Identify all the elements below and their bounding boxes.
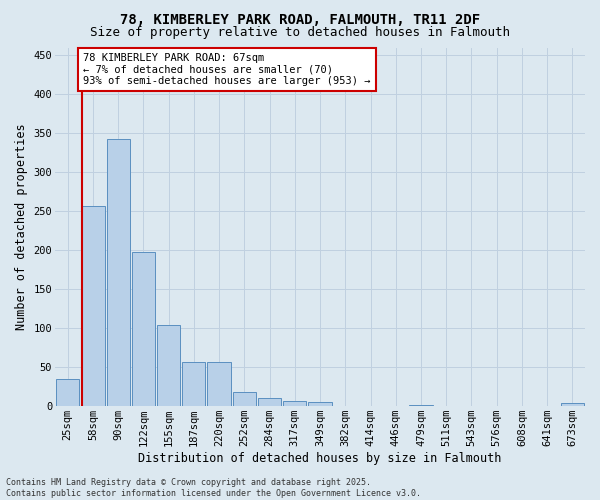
Bar bbox=[208, 362, 231, 406]
Bar bbox=[283, 400, 307, 406]
Bar bbox=[82, 206, 104, 406]
Bar bbox=[409, 404, 433, 406]
Text: Contains HM Land Registry data © Crown copyright and database right 2025.
Contai: Contains HM Land Registry data © Crown c… bbox=[6, 478, 421, 498]
Bar bbox=[561, 403, 584, 406]
Text: 78, KIMBERLEY PARK ROAD, FALMOUTH, TR11 2DF: 78, KIMBERLEY PARK ROAD, FALMOUTH, TR11 … bbox=[120, 12, 480, 26]
Bar bbox=[258, 398, 281, 406]
Y-axis label: Number of detached properties: Number of detached properties bbox=[15, 124, 28, 330]
Bar bbox=[233, 392, 256, 406]
Bar bbox=[308, 402, 332, 406]
Text: 78 KIMBERLEY PARK ROAD: 67sqm
← 7% of detached houses are smaller (70)
93% of se: 78 KIMBERLEY PARK ROAD: 67sqm ← 7% of de… bbox=[83, 52, 371, 86]
X-axis label: Distribution of detached houses by size in Falmouth: Distribution of detached houses by size … bbox=[139, 452, 502, 465]
Bar bbox=[56, 379, 79, 406]
Text: Size of property relative to detached houses in Falmouth: Size of property relative to detached ho… bbox=[90, 26, 510, 39]
Bar bbox=[132, 252, 155, 406]
Bar bbox=[157, 325, 180, 406]
Bar bbox=[182, 362, 205, 406]
Bar bbox=[107, 138, 130, 406]
